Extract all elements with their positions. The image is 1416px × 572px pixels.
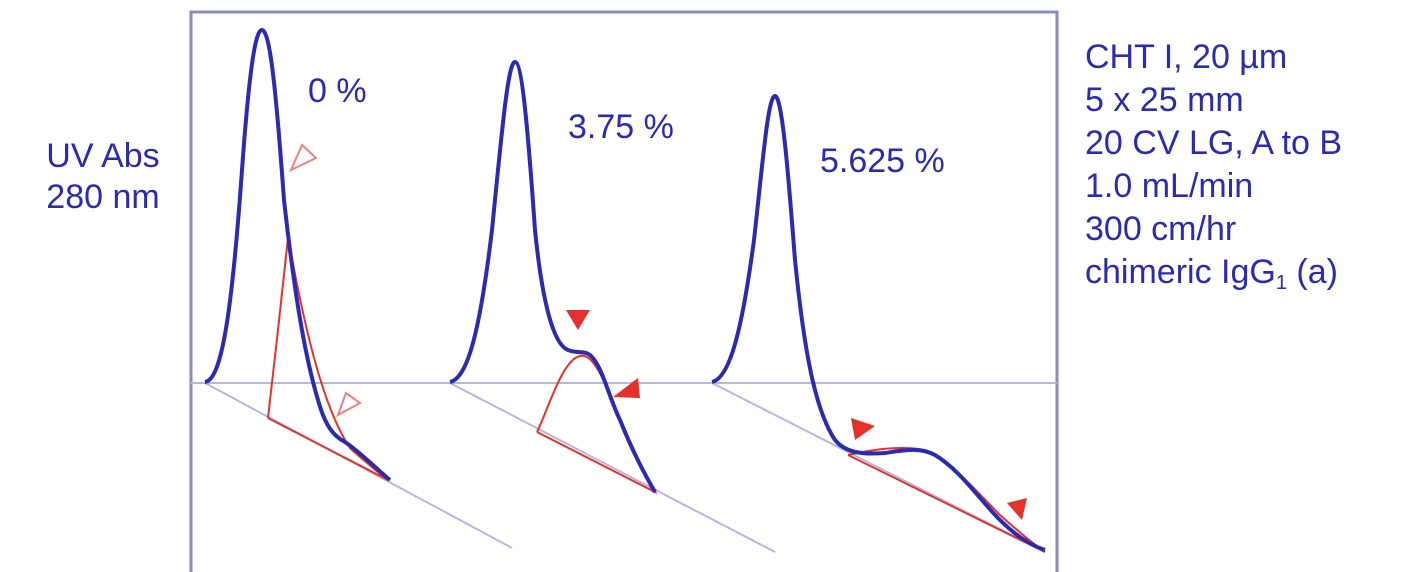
series-label-2: 5.625 % xyxy=(820,142,945,180)
series-label-1: 3.75 % xyxy=(568,108,674,146)
trace-0 xyxy=(204,27,392,482)
spec-line-6-subscript: 1 xyxy=(1275,272,1287,294)
series-3-75-percent: 3.75 % xyxy=(449,59,674,495)
arrow-filled-2b xyxy=(1007,498,1027,520)
series-0-percent: 0 % xyxy=(204,27,392,482)
spec-line-6: chimeric IgG1 (a) xyxy=(1085,251,1342,294)
spec-line-6-suffix: (a) xyxy=(1286,253,1338,291)
y-axis-label: UV Abs 280 nm xyxy=(18,136,188,218)
spec-line-4: 1.0 mL/min xyxy=(1085,167,1254,205)
spec-line-5: 300 cm/hr xyxy=(1085,210,1237,248)
spec-line-1: CHT I, 20 µm xyxy=(1085,38,1288,76)
series-label-0: 0 % xyxy=(308,72,367,110)
series-5-625-percent: 5.625 % xyxy=(711,93,1046,553)
y-axis-label-line-1: UV Abs xyxy=(46,137,160,175)
method-specs: CHT I, 20 µm 5 x 25 mm 20 CV LG, A to B … xyxy=(1085,36,1342,294)
spec-line-6-text: chimeric IgG xyxy=(1085,253,1276,291)
trace-2 xyxy=(711,93,1046,552)
arrow-filled-1a xyxy=(566,310,590,330)
trace-1 xyxy=(449,59,657,494)
spec-line-2: 5 x 25 mm xyxy=(1085,81,1244,119)
shoulder-fill-0 xyxy=(267,237,389,481)
shoulder-fill-1 xyxy=(536,354,658,495)
arrow-filled-1b xyxy=(613,378,640,398)
arrow-open-0a xyxy=(288,143,318,173)
plot-frame xyxy=(189,10,1059,572)
arrow-filled-2a xyxy=(851,418,875,440)
diagonal-axis-2 xyxy=(449,382,776,553)
y-axis-label-line-2: 280 nm xyxy=(46,178,160,216)
arrow-open-0b xyxy=(336,391,362,418)
spec-line-3: 20 CV LG, A to B xyxy=(1085,124,1343,162)
